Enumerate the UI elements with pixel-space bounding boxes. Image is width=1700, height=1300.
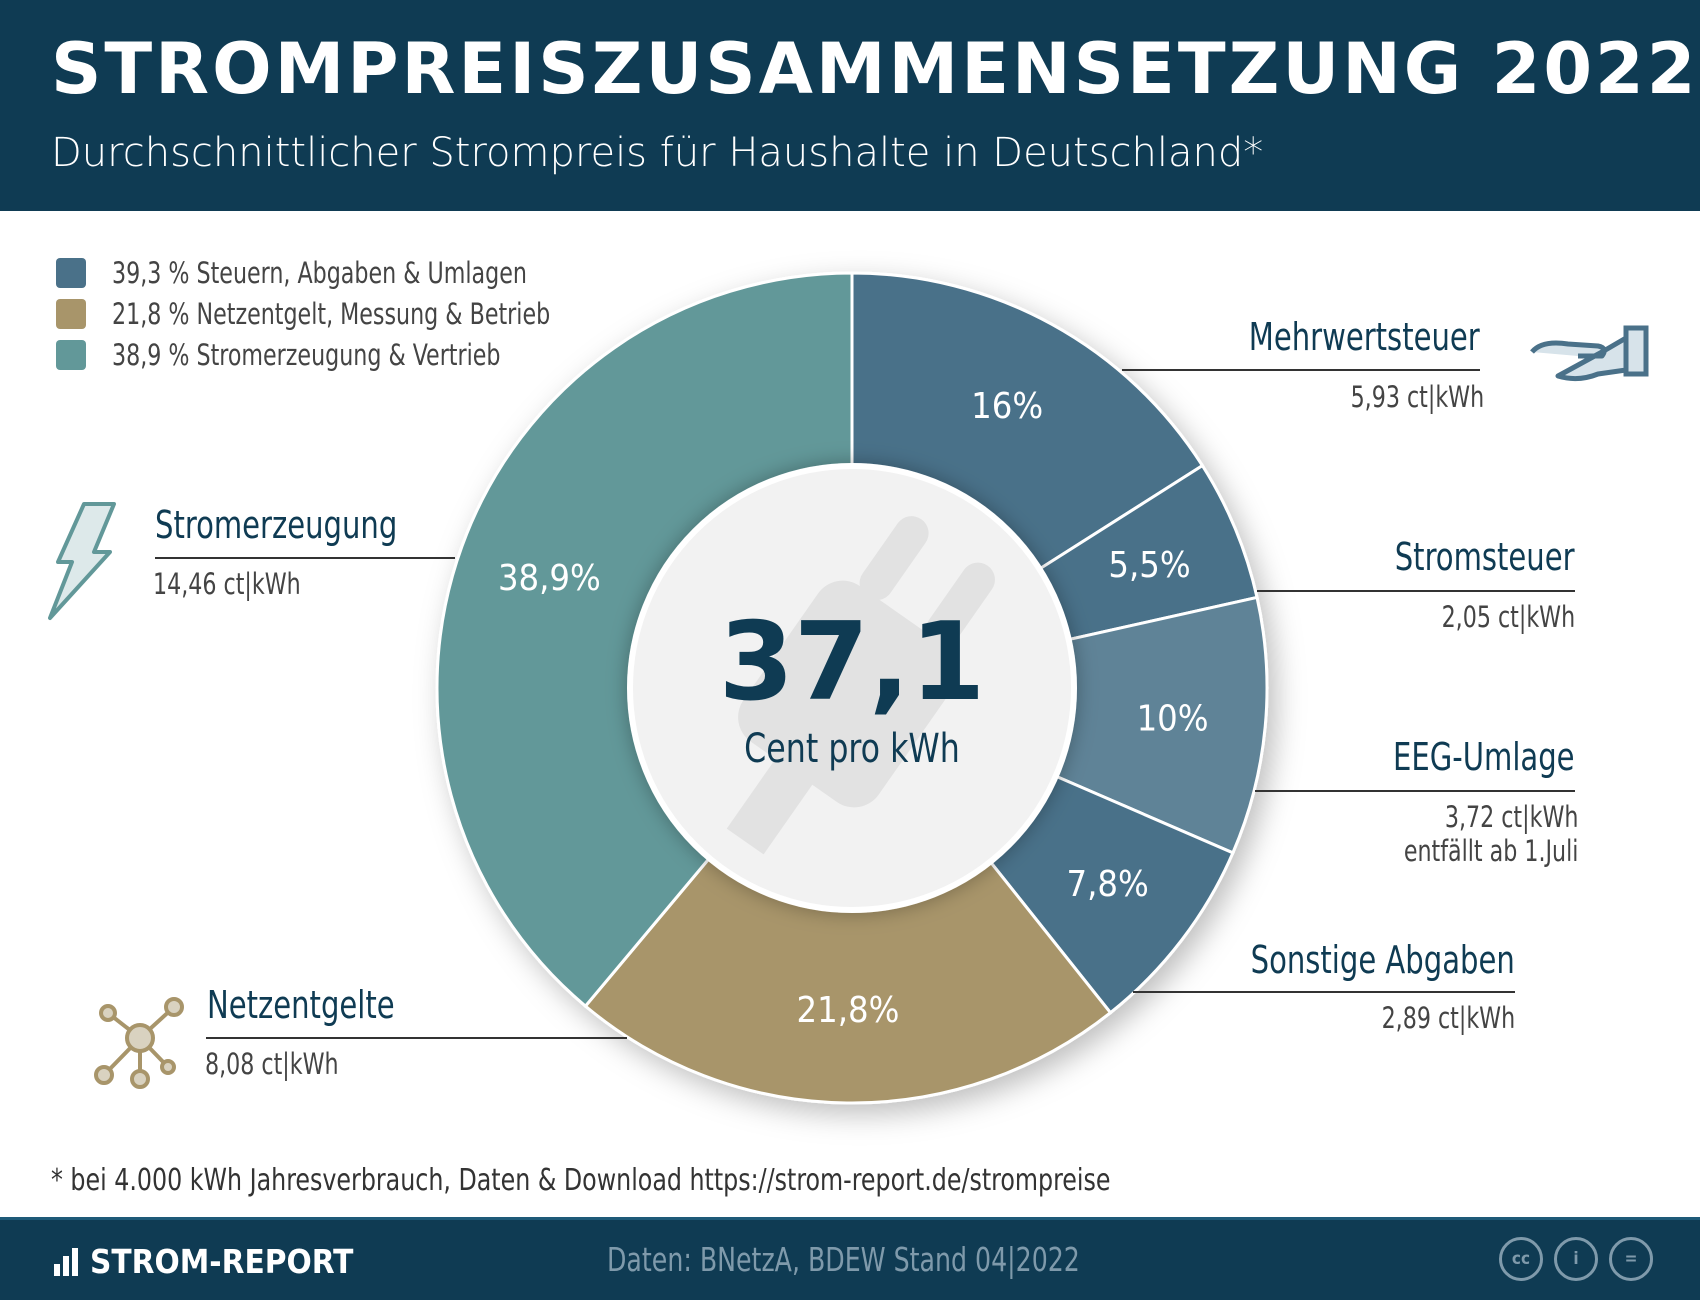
- callout-line: [155, 557, 455, 559]
- callout-value-wrap: 2,89 ct|kWh: [1358, 1001, 1515, 1035]
- page-title: STROMPREISZUSAMMENSETZUNG 2022: [51, 28, 1699, 110]
- network-icon: [94, 997, 184, 1089]
- footer: [0, 1217, 1700, 1300]
- legend-label: 21,8 % Netzentgelt, Messung & Betrieb: [112, 297, 551, 331]
- callout-value: 5,93 ct|kWh: [1350, 380, 1484, 414]
- callout-value-wrap: 3,72 ct|kWh entfällt ab 1.Juli: [1373, 800, 1578, 868]
- callout-value-wrap: 8,08 ct|kWh: [205, 1047, 362, 1081]
- callout-line: [206, 1037, 627, 1039]
- slice-percent-label: 7,8%: [1067, 864, 1149, 905]
- cc-by-icon: i: [1554, 1237, 1598, 1281]
- callout-stromerzeugung: Stromerzeugung: [155, 503, 440, 547]
- callout-value-wrap: 2,05 ct|kWh: [1418, 600, 1575, 634]
- brand-name: STROM-REPORT: [90, 1242, 354, 1281]
- callout-value: 2,05 ct|kWh: [1441, 600, 1575, 634]
- callout-value: 3,72 ct|kWh: [1444, 800, 1578, 834]
- slice-percent-label: 21,8%: [797, 990, 900, 1031]
- callout-line: [1257, 590, 1575, 592]
- center-total-value: 37,1: [718, 600, 986, 725]
- callout-title: Stromerzeugung: [155, 503, 398, 547]
- hand-icon: [1530, 325, 1649, 382]
- callout-value-wrap: 14,46 ct|kWh: [153, 567, 327, 601]
- callout-sonstige-abgaben: Sonstige Abgaben: [1204, 938, 1515, 982]
- bar-chart-icon: [54, 1247, 78, 1276]
- callout-title: EEG-Umlage: [1393, 735, 1575, 779]
- callout-line: [1122, 369, 1480, 371]
- callout-title: Netzentgelte: [207, 983, 395, 1027]
- brand-logo: STROM-REPORT: [54, 1242, 353, 1281]
- legend-item: 38,9 % Stromerzeugung & Vertrieb: [56, 337, 569, 373]
- legend-item: 39,3 % Steuern, Abgaben & Umlagen: [56, 255, 600, 291]
- callout-title: Sonstige Abgaben: [1250, 938, 1515, 982]
- callout-value: 2,89 ct|kWh: [1381, 1001, 1515, 1035]
- callout-note: entfällt ab 1.Juli: [1403, 834, 1578, 868]
- callout-eeg-umlage: EEG-Umlage: [1361, 735, 1575, 779]
- legend-swatch: [56, 340, 86, 370]
- legend-item: 21,8 % Netzentgelt, Messung & Betrieb: [56, 296, 628, 332]
- callout-value: 14,46 ct|kWh: [153, 567, 301, 601]
- page-subtitle: Durchschnittlicher Strompreis für Hausha…: [51, 130, 1264, 176]
- header: [0, 0, 1700, 211]
- lightning-icon: [48, 502, 116, 620]
- footnote: * bei 4.000 kWh Jahresverbrauch, Daten &…: [51, 1163, 1111, 1198]
- cc-nd-icon: =: [1609, 1237, 1653, 1281]
- data-source: Daten: BNetzA, BDEW Stand 04|2022: [607, 1240, 1080, 1279]
- cc-icon: cc: [1499, 1237, 1543, 1281]
- callout-value: 8,08 ct|kWh: [205, 1047, 339, 1081]
- legend-swatch: [56, 258, 86, 288]
- callout-value-wrap: 5,93 ct|kWh: [1327, 380, 1484, 414]
- callout-line: [1255, 790, 1575, 792]
- slice-percent-label: 10%: [1137, 698, 1209, 739]
- slice-percent-label: 38,9%: [498, 558, 601, 599]
- legend-swatch: [56, 299, 86, 329]
- slice-percent-label: 16%: [971, 386, 1043, 427]
- callout-stromsteuer: Stromsteuer: [1363, 535, 1575, 579]
- legend-label: 39,3 % Steuern, Abgaben & Umlagen: [112, 256, 527, 290]
- callout-line: [1133, 991, 1515, 993]
- callout-title: Mehrwertsteuer: [1249, 315, 1480, 359]
- slice-percent-label: 5,5%: [1108, 545, 1190, 586]
- center-total-unit: Cent pro kWh: [744, 726, 960, 772]
- legend-label: 38,9 % Stromerzeugung & Vertrieb: [112, 338, 501, 372]
- plug-icon: [726, 516, 995, 855]
- callout-mehrwertsteuer: Mehrwertsteuer: [1208, 315, 1480, 359]
- callout-netzentgelte: Netzentgelte: [207, 983, 428, 1027]
- callout-title: Stromsteuer: [1395, 535, 1575, 579]
